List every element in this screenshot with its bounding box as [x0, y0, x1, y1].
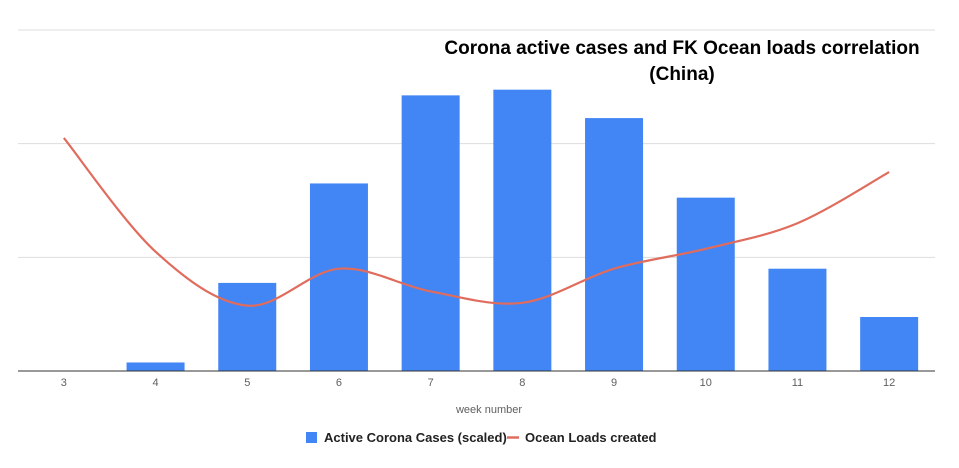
bar-week-5 [218, 282, 277, 371]
x-tick-label-6: 6 [336, 377, 342, 389]
x-tick-label-9: 9 [611, 377, 617, 389]
line-ocean-loads [62, 137, 890, 307]
bar-week-8 [493, 89, 552, 372]
x-tick-label-3: 3 [61, 377, 67, 389]
grid-lines [18, 29, 935, 258]
x-tick-label-4: 4 [152, 377, 158, 389]
bar-week-12 [860, 317, 919, 371]
x-axis: 3 4 5 6 7 8 9 10 11 12 [18, 370, 935, 389]
bar-series [126, 89, 919, 372]
bar-week-4 [126, 362, 185, 371]
legend-label-line: Ocean Loads created [525, 430, 657, 445]
x-tick-label-7: 7 [428, 377, 434, 389]
legend: Active Corona Cases (scaled) Ocean Loads… [306, 430, 657, 445]
legend-swatch-bar [306, 432, 317, 443]
bar-week-7 [401, 95, 460, 371]
legend-label-bar: Active Corona Cases (scaled) [324, 430, 507, 445]
chart-title: Corona active cases and FK Ocean loads c… [444, 38, 919, 85]
x-tick-label-11: 11 [792, 377, 803, 389]
x-tick-label-8: 8 [519, 377, 525, 389]
bar-week-10 [676, 197, 735, 371]
bar-week-9 [585, 118, 644, 371]
chart-title-line-1: Corona active cases and FK Ocean loads c… [444, 38, 919, 59]
line-series [62, 137, 890, 307]
chart-title-line-2: (China) [649, 64, 714, 85]
x-tick-label-12: 12 [883, 377, 895, 389]
x-tick-label-10: 10 [700, 377, 712, 389]
bar-week-6 [309, 183, 368, 371]
bar-week-11 [768, 268, 827, 371]
x-tick-label-5: 5 [244, 377, 250, 389]
x-axis-label: week number [455, 404, 522, 416]
